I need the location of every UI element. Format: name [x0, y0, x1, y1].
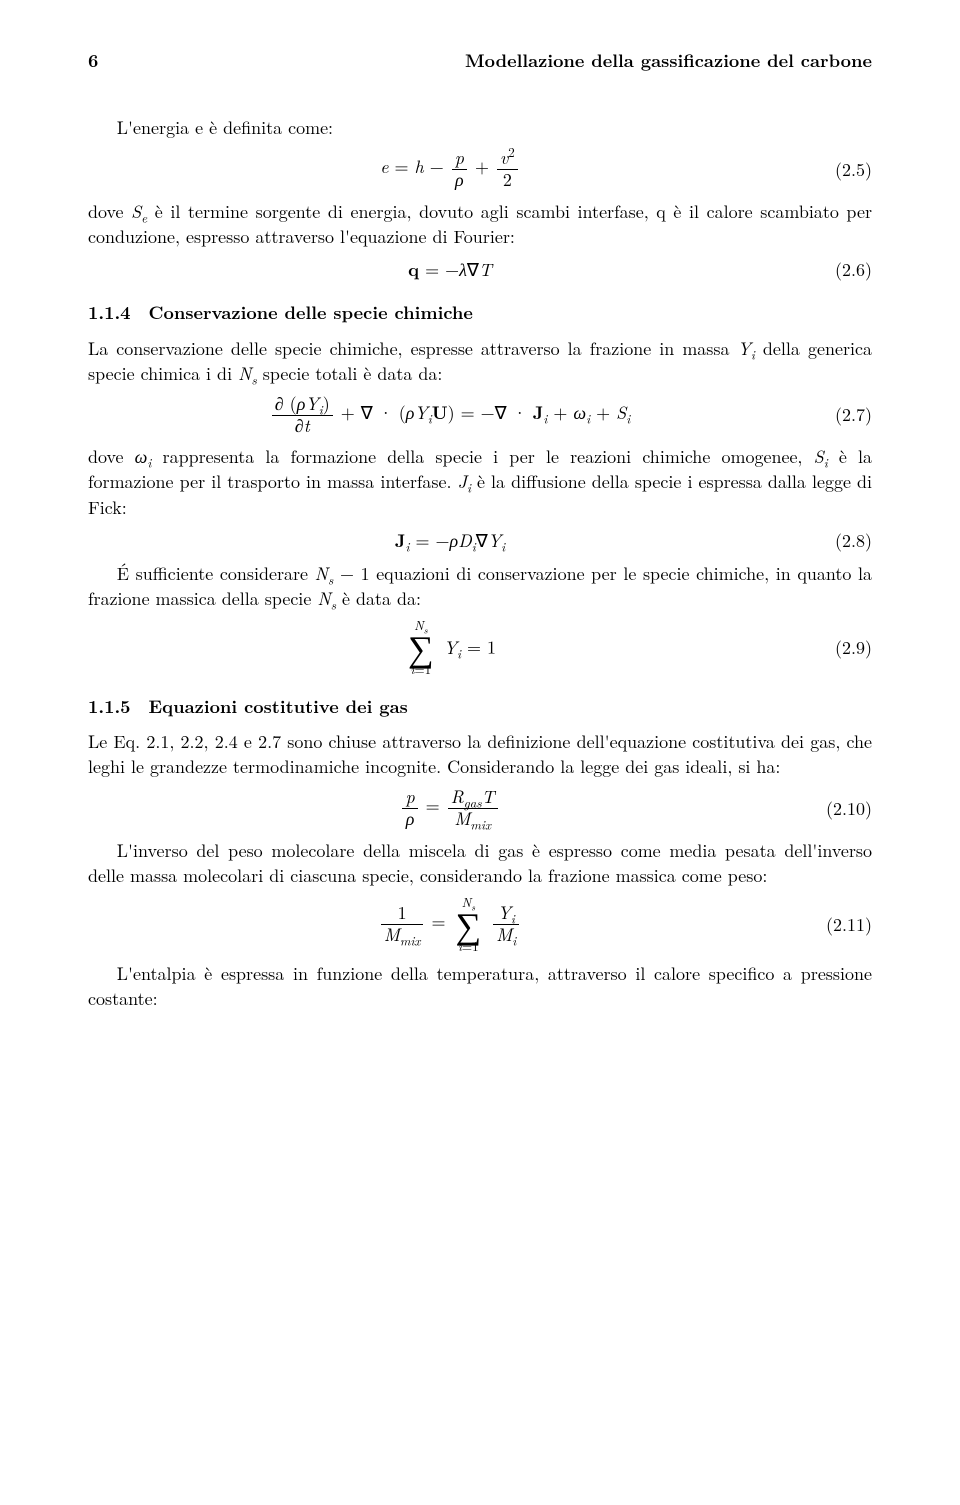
- text: La conservazione delle specie chimiche, …: [88, 336, 738, 361]
- paragraph: dove ωi rappresenta la formazione della …: [88, 444, 872, 520]
- section-number: 1.1.4: [88, 300, 131, 325]
- equation-number: (2.7): [812, 402, 872, 427]
- equation-number: (2.8): [812, 528, 872, 553]
- equation-body: pρ = RgasTMmix: [88, 787, 812, 829]
- paragraph: Le Eq. 2.1, 2.2, 2.4 e 2.7 sono chiuse a…: [88, 729, 872, 779]
- section-heading-1-1-5: 1.1.5 Equazioni costitutive dei gas: [88, 694, 872, 719]
- equation-2-8: Ji = −ρDi∇Yi (2.8): [88, 528, 872, 553]
- page-number: 6: [88, 48, 98, 73]
- equation-body: Ns∑i=1 Yi = 1: [88, 619, 812, 676]
- equation-2-5: e = h − pρ + v22 (2.5): [88, 148, 872, 190]
- paragraph: dove Se è il termine sorgente di energia…: [88, 199, 872, 249]
- text: L'entalpia è espressa in funzione della …: [88, 961, 872, 1011]
- equation-number: (2.5): [812, 157, 872, 182]
- chapter-title: Modellazione della gassificazione del ca…: [465, 48, 872, 73]
- text: Le Eq. 2.1, 2.2, 2.4 e 2.7 sono chiuse a…: [88, 729, 872, 779]
- equation-number: (2.10): [812, 796, 872, 821]
- equation-body: Ji = −ρDi∇Yi: [88, 528, 812, 553]
- equation-2-7: ∂ (ρYi)∂t + ∇ · (ρYiU) = −∇ · Ji + ωi + …: [88, 394, 872, 436]
- text: L'energia e è definita come:: [117, 115, 333, 140]
- paragraph: É sufficiente considerare Ns − 1 equazio…: [88, 561, 872, 611]
- text: É sufficiente considerare: [117, 561, 315, 586]
- equation-2-6: q = −λ∇T (2.6): [88, 257, 872, 282]
- section-heading-1-1-4: 1.1.4 Conservazione delle specie chimiche: [88, 300, 872, 325]
- section-title: Equazioni costitutive dei gas: [149, 694, 408, 719]
- paragraph: L'inverso del peso molecolare della misc…: [88, 838, 872, 888]
- equation-body: q = −λ∇T: [88, 257, 812, 282]
- text: è data da:: [336, 586, 421, 611]
- paragraph: La conservazione delle specie chimiche, …: [88, 336, 872, 386]
- paragraph: L'entalpia è espressa in funzione della …: [88, 961, 872, 1011]
- equation-body: 1Mmix = Ns∑i=1 YiMi: [88, 896, 812, 953]
- section-number: 1.1.5: [88, 694, 131, 719]
- equation-2-11: 1Mmix = Ns∑i=1 YiMi (2.11): [88, 896, 872, 953]
- section-title: Conservazione delle specie chimiche: [149, 300, 473, 325]
- equation-body: e = h − pρ + v22: [88, 148, 812, 190]
- text: dove: [88, 444, 135, 469]
- equation-number: (2.11): [812, 912, 872, 937]
- equation-2-9: Ns∑i=1 Yi = 1 (2.9): [88, 619, 872, 676]
- text: specie totali è data da:: [257, 361, 443, 386]
- page-header: 6 Modellazione della gassificazione del …: [88, 48, 872, 73]
- paragraph: L'energia e è definita come:: [88, 115, 872, 140]
- text: rappresenta la formazione della specie i…: [151, 444, 813, 469]
- equation-number: (2.6): [812, 257, 872, 282]
- equation-2-10: pρ = RgasTMmix (2.10): [88, 787, 872, 829]
- equation-body: ∂ (ρYi)∂t + ∇ · (ρYiU) = −∇ · Ji + ωi + …: [88, 394, 812, 436]
- equation-number: (2.9): [812, 635, 872, 660]
- text: dove: [88, 199, 131, 224]
- text: è il termine sorgente di energia, dovuto…: [88, 199, 872, 249]
- text: L'inverso del peso molecolare della misc…: [88, 838, 872, 888]
